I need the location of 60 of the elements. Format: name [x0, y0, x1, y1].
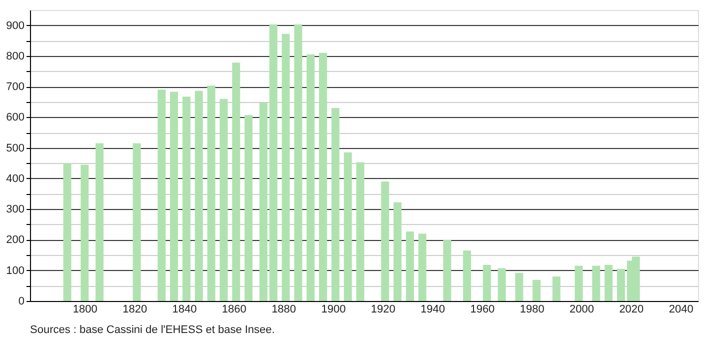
bar — [269, 24, 278, 301]
bar — [96, 143, 104, 301]
x-tick-label: 2020 — [619, 304, 644, 316]
bar — [356, 162, 364, 301]
x-tick-label: 2040 — [668, 304, 694, 316]
bar — [294, 24, 302, 301]
x-tick-label: 1920 — [370, 304, 396, 316]
bar — [482, 264, 491, 301]
bar — [406, 231, 414, 301]
bar — [418, 234, 426, 301]
bar — [344, 152, 352, 301]
bar — [170, 92, 178, 301]
bar — [394, 202, 402, 301]
bar — [306, 54, 315, 301]
bar — [194, 90, 203, 301]
bar — [182, 96, 190, 301]
source-note: Sources : base Cassini de l'EHESS et base Insee. — [30, 324, 275, 336]
x-tick-label: 1880 — [272, 304, 296, 316]
x-tick-label: 1840 — [172, 304, 197, 316]
bar — [158, 90, 166, 301]
bar — [331, 108, 340, 301]
bar — [207, 86, 216, 301]
y-tick-label: 700 — [6, 81, 24, 94]
bar — [244, 115, 253, 301]
bar — [604, 264, 613, 301]
bar — [381, 182, 390, 301]
bar — [552, 276, 560, 301]
bar — [515, 272, 524, 301]
bar — [616, 268, 625, 301]
x-tick-label: 1820 — [122, 304, 148, 316]
y-tick-label: 800 — [6, 50, 24, 62]
y-tick-label: 500 — [6, 142, 24, 154]
bar — [319, 52, 328, 301]
y-tick-label: 0 — [18, 296, 24, 308]
bar — [282, 34, 290, 301]
bar — [132, 143, 141, 301]
bar — [463, 250, 472, 301]
bar — [532, 280, 541, 301]
x-tick-label: 1940 — [420, 304, 446, 316]
bar — [574, 266, 583, 301]
bar — [443, 240, 452, 301]
bar — [220, 98, 228, 301]
bar — [232, 62, 240, 301]
bar — [259, 102, 268, 301]
x-tick-label: 1960 — [470, 304, 495, 316]
y-tick-label: 200 — [6, 234, 24, 246]
x-tick-label: 1980 — [520, 304, 544, 316]
bar — [63, 163, 72, 301]
bar — [592, 266, 600, 301]
y-tick-label: 300 — [6, 204, 24, 216]
y-tick-label: 900 — [6, 20, 24, 32]
y-tick-label: 600 — [6, 112, 24, 124]
bar — [80, 164, 89, 301]
bar — [498, 268, 506, 301]
y-tick-label: 100 — [6, 264, 24, 277]
x-tick-label: 1800 — [72, 304, 98, 316]
y-tick-label: 400 — [6, 172, 24, 185]
x-tick-label: 1860 — [222, 304, 246, 316]
x-tick-label: 2000 — [570, 304, 594, 316]
x-tick-label: 1900 — [321, 304, 346, 316]
